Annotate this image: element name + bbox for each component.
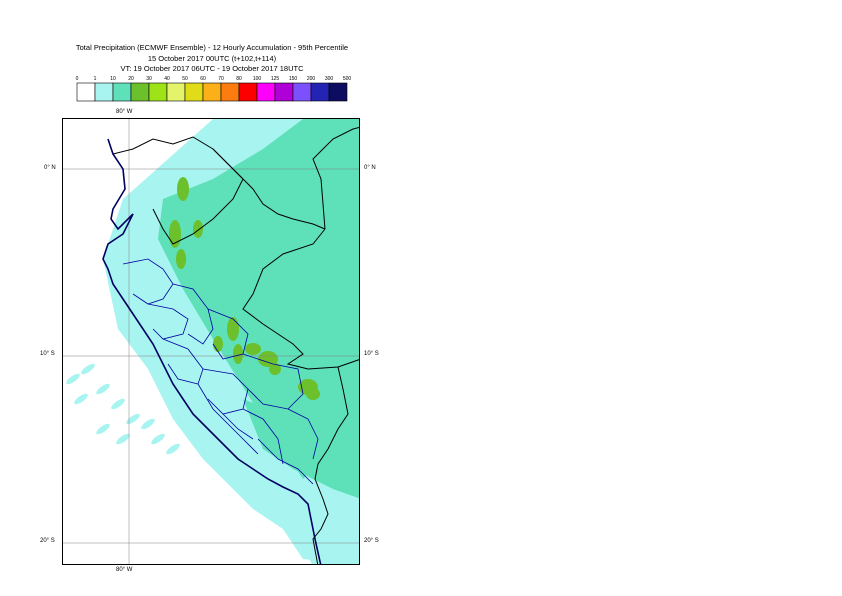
lat-label-left-10: 10° S: [40, 351, 55, 357]
precip-field-high: [169, 177, 320, 400]
coastline: [102, 138, 322, 564]
legend-threshold-label: 80: [236, 76, 242, 82]
precip-streak: [96, 423, 110, 435]
legend-swatch: [238, 82, 258, 102]
precip-cell-high: [258, 351, 278, 367]
precip-streak: [66, 373, 80, 385]
precip-streak: [166, 443, 180, 455]
precip-cell-high: [213, 336, 223, 352]
precip-streaks: [66, 363, 180, 455]
precip-field-mid-south: [243, 399, 359, 499]
region-boundary: [222, 413, 254, 440]
precip-streak: [74, 393, 88, 405]
legend-threshold-label: 0: [76, 76, 79, 82]
valid-time: VT: 19 October 2017 06UTC - 19 October 2…: [120, 64, 304, 73]
legend-swatch: [328, 82, 348, 102]
precip-cell-high: [269, 363, 281, 375]
legend-threshold-label: 150: [289, 76, 298, 82]
map-title: Total Precipitation (ECMWF Ensemble) - 1…: [75, 43, 349, 52]
legend-swatch: [274, 82, 294, 102]
lat-label-right-0: 0° N: [364, 165, 376, 171]
legend-threshold-label: 300: [325, 76, 334, 82]
lon-label-bottom: 80° W: [116, 567, 133, 573]
legend-swatch: [76, 82, 96, 102]
region-boundary: [172, 283, 214, 345]
precip-cell-high: [245, 343, 261, 355]
precip-streak: [116, 433, 130, 445]
legend-swatch: [112, 82, 132, 102]
legend-swatch: [202, 82, 222, 102]
precip-cell-high: [227, 317, 239, 341]
regional-boundaries: [122, 258, 319, 485]
region-boundary: [207, 308, 249, 360]
region-boundary: [202, 368, 249, 415]
lat-label-left-20: 20° S: [40, 538, 55, 544]
lat-label-right-20: 20° S: [364, 538, 379, 544]
legend-swatch: [292, 82, 312, 102]
country-border-peru-bolivia: [312, 366, 349, 564]
precip-cell-high: [193, 220, 203, 238]
graticule: [63, 119, 359, 564]
region-boundary: [242, 353, 304, 410]
precip-streak: [81, 363, 95, 375]
precip-cell-high: [177, 177, 189, 201]
legend-threshold-label: 30: [146, 76, 152, 82]
precip-streak: [96, 383, 110, 395]
legend-threshold-label: 500: [343, 76, 352, 82]
legend-threshold-label: 200: [307, 76, 316, 82]
precip-cell-high: [169, 220, 181, 248]
legend-swatch: [166, 82, 186, 102]
legend-threshold-label: 10: [110, 76, 116, 82]
run-time: 15 October 2017 00UTC (t+102,t+114): [147, 54, 277, 63]
precip-streak: [126, 413, 140, 425]
legend-swatch: [130, 82, 150, 102]
legend-threshold-label: 50: [182, 76, 188, 82]
precip-cell-high: [233, 344, 243, 364]
legend-threshold-label: 70: [218, 76, 224, 82]
region-boundary: [257, 438, 314, 485]
legend-swatch: [94, 82, 114, 102]
lat-label-right-10: 10° S: [364, 351, 379, 357]
legend-swatch: [310, 82, 330, 102]
region-boundary: [242, 408, 284, 465]
region-boundary: [147, 303, 189, 340]
legend-threshold-label: 40: [164, 76, 170, 82]
legend-swatch: [220, 82, 240, 102]
country-border-peru-brazil: [242, 228, 359, 370]
precip-streak: [151, 433, 165, 445]
country-border-colombia-brazil: [312, 126, 359, 230]
lon-label-top: 80° W: [116, 109, 133, 115]
legend-swatch: [256, 82, 276, 102]
legend-threshold-label: 125: [271, 76, 280, 82]
lat-label-left-0: 0° N: [44, 165, 56, 171]
legend-threshold-label: 20: [128, 76, 134, 82]
precip-streak: [111, 398, 125, 410]
precipitation-map: [63, 119, 359, 564]
precip-cell-high: [176, 249, 186, 269]
region-boundary: [162, 338, 204, 385]
region-boundary: [287, 408, 319, 460]
legend-threshold-label: 100: [253, 76, 262, 82]
legend-threshold-label: 60: [200, 76, 206, 82]
legend-threshold-label: 1: [94, 76, 97, 82]
map-frame: [62, 118, 360, 565]
legend-swatch: [148, 82, 168, 102]
region-boundary: [197, 383, 259, 455]
country-border-peru-north: [152, 148, 244, 245]
legend-swatch: [184, 82, 204, 102]
precip-cell-high: [306, 388, 320, 400]
precip-streak: [141, 418, 155, 430]
